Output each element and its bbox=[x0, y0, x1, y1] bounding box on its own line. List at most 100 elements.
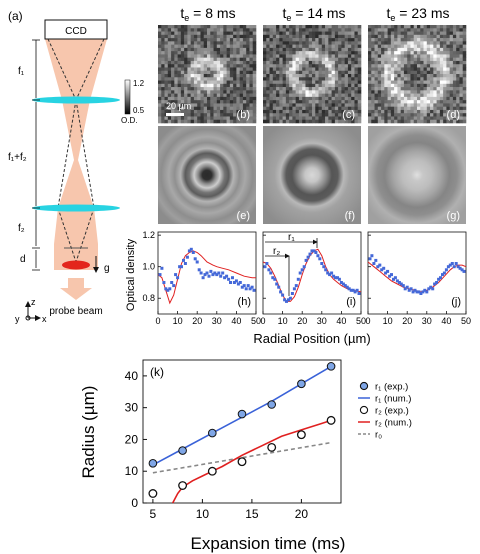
pixel bbox=[374, 41, 379, 45]
pixel bbox=[161, 44, 165, 49]
pixel bbox=[338, 109, 342, 114]
pixel bbox=[325, 70, 329, 75]
pixel bbox=[242, 100, 247, 104]
pixel bbox=[413, 77, 418, 81]
pixel bbox=[443, 60, 447, 65]
pixel bbox=[302, 87, 306, 91]
pixel bbox=[390, 64, 395, 68]
pixel bbox=[426, 64, 431, 68]
pixel bbox=[187, 70, 191, 75]
pixel bbox=[279, 74, 283, 78]
pixel bbox=[207, 60, 211, 65]
pixel bbox=[357, 51, 362, 55]
pixel bbox=[403, 47, 408, 52]
pixel bbox=[229, 25, 234, 29]
pixel bbox=[279, 34, 283, 39]
pixel bbox=[193, 116, 198, 121]
simulation-image-g bbox=[368, 126, 466, 224]
pixel bbox=[223, 106, 227, 111]
pixel bbox=[276, 31, 280, 36]
pixel bbox=[177, 51, 182, 55]
pixel bbox=[200, 93, 205, 98]
pixel bbox=[328, 106, 332, 111]
y-tick-label: 1.0 bbox=[142, 262, 155, 272]
pixel bbox=[459, 28, 464, 32]
pixel bbox=[249, 60, 254, 65]
pixel bbox=[213, 28, 218, 32]
pixel bbox=[410, 67, 415, 72]
pixel bbox=[289, 67, 293, 72]
pixel bbox=[443, 90, 447, 94]
pixel bbox=[184, 64, 188, 68]
pixel bbox=[216, 90, 221, 94]
pixel bbox=[417, 77, 421, 81]
pixel bbox=[315, 28, 319, 32]
pixel bbox=[289, 87, 293, 91]
pixel bbox=[203, 116, 208, 121]
pixel bbox=[397, 109, 401, 114]
pixel bbox=[433, 70, 437, 75]
pixel bbox=[459, 74, 464, 78]
pixel bbox=[433, 83, 437, 88]
data-point bbox=[419, 292, 423, 295]
pixel bbox=[459, 67, 464, 72]
pixel bbox=[282, 109, 287, 114]
pixel bbox=[187, 28, 191, 32]
pixel bbox=[344, 74, 349, 78]
pixel bbox=[229, 54, 234, 58]
pixel bbox=[226, 47, 231, 52]
pixel bbox=[459, 54, 464, 58]
r1-exp-point bbox=[267, 400, 277, 409]
pixel bbox=[420, 67, 424, 72]
pixel bbox=[302, 67, 306, 72]
pixel bbox=[226, 93, 231, 98]
pixel bbox=[158, 103, 162, 107]
pixel bbox=[387, 83, 392, 88]
pixel bbox=[321, 41, 326, 45]
pixel bbox=[430, 106, 434, 111]
pixel bbox=[374, 70, 379, 75]
pixel bbox=[347, 109, 352, 114]
data-point bbox=[312, 249, 316, 253]
pixel bbox=[171, 41, 175, 45]
pixel bbox=[413, 74, 418, 78]
pixel bbox=[449, 54, 454, 58]
pixel bbox=[200, 77, 205, 81]
pixel bbox=[302, 80, 306, 85]
pixel bbox=[351, 87, 355, 91]
pixel bbox=[180, 93, 185, 98]
pixel bbox=[246, 100, 250, 104]
pixel bbox=[226, 90, 231, 94]
pixel bbox=[236, 41, 240, 45]
pixel bbox=[203, 100, 208, 104]
pixel bbox=[239, 41, 244, 45]
pixel bbox=[410, 51, 415, 55]
pixel bbox=[325, 96, 329, 101]
pixel bbox=[246, 51, 250, 55]
pixel bbox=[210, 28, 214, 32]
pixel bbox=[308, 96, 313, 101]
pixel bbox=[403, 100, 408, 104]
pixel bbox=[167, 41, 172, 45]
pixel bbox=[252, 57, 257, 62]
pixel bbox=[187, 64, 191, 68]
pixel bbox=[207, 77, 211, 81]
pixel bbox=[354, 109, 359, 114]
pixel bbox=[236, 80, 240, 85]
pixel bbox=[161, 103, 165, 107]
dim-d: d bbox=[20, 254, 26, 265]
pixel bbox=[177, 47, 182, 52]
pixel bbox=[403, 57, 408, 62]
pixel bbox=[400, 103, 405, 107]
pixel bbox=[423, 41, 428, 45]
pixel bbox=[381, 103, 385, 107]
pixel bbox=[400, 64, 405, 68]
pixel bbox=[417, 70, 421, 75]
pixel bbox=[289, 93, 293, 98]
pixel bbox=[184, 93, 188, 98]
data-point bbox=[442, 271, 446, 275]
pixel bbox=[295, 31, 300, 36]
pixel bbox=[407, 51, 411, 55]
pixel bbox=[321, 60, 326, 65]
pixel bbox=[426, 109, 431, 114]
